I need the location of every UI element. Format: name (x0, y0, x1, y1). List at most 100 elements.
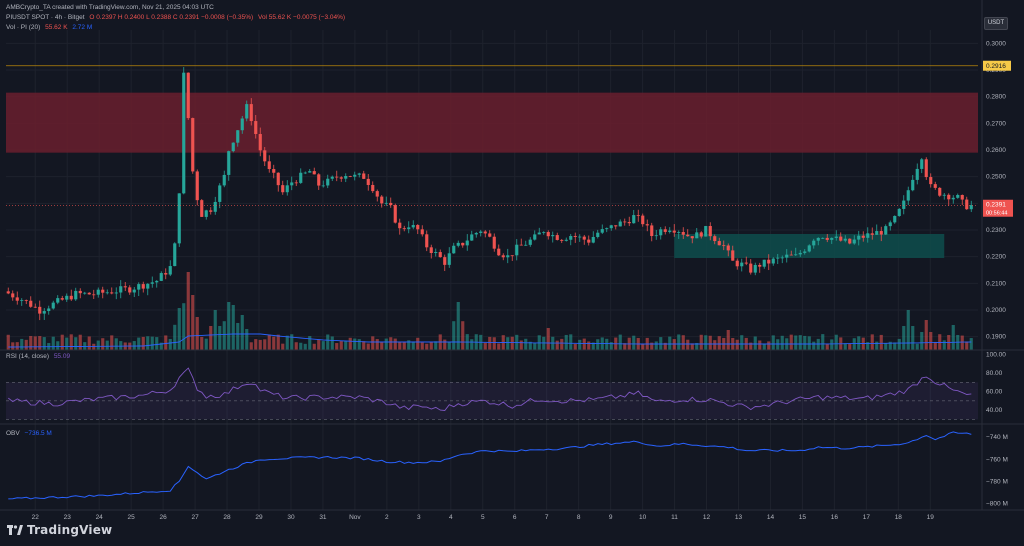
candle (852, 235, 856, 245)
candle-body (560, 239, 564, 241)
obv-pane[interactable] (8, 431, 972, 500)
candle (407, 221, 411, 234)
candle-body (672, 230, 676, 233)
obv-label[interactable]: OBV (6, 430, 20, 437)
candle (69, 289, 73, 301)
candle-body (861, 235, 865, 238)
rsi-label[interactable]: RSI (14, close) (6, 353, 49, 360)
time-tick-label: 8 (577, 514, 581, 521)
candle (645, 219, 649, 232)
candle (164, 268, 168, 280)
volume-bar (366, 343, 370, 350)
time-tick-label: 3 (417, 514, 421, 521)
candle-body (371, 184, 375, 192)
time-tick-label: 2 (385, 514, 389, 521)
candle-body (807, 245, 811, 252)
candle (627, 216, 631, 227)
candle-body (564, 239, 568, 241)
volume-bar (312, 343, 316, 350)
candle (969, 200, 973, 213)
volume-bar (825, 343, 829, 350)
volume-bar (659, 337, 663, 350)
candle (654, 229, 658, 240)
volume-bar (384, 338, 388, 350)
candle (677, 230, 681, 239)
vol-indicator-label[interactable]: Vol · PI (20) (6, 24, 41, 31)
volume-bar (209, 326, 213, 350)
candle-body (582, 236, 586, 240)
volume-ma-line (8, 333, 972, 348)
candle (924, 157, 928, 180)
volume-bar (632, 335, 636, 350)
candle (591, 231, 595, 244)
candle-body (938, 187, 942, 196)
time-tick-label: 16 (831, 514, 839, 521)
volume-bar (897, 338, 901, 350)
candle-body (875, 231, 879, 235)
rsi-tick-label: 60.00 (986, 389, 1003, 396)
candle-body (695, 232, 699, 239)
candle (137, 282, 141, 296)
volume-bar (920, 332, 924, 350)
volume-bar (407, 340, 411, 350)
candle (605, 227, 609, 233)
candle (96, 287, 100, 298)
candle-body (362, 173, 366, 179)
candle (353, 171, 357, 181)
candle (344, 173, 348, 183)
candle-body (920, 159, 924, 169)
candle (474, 231, 478, 238)
candle (146, 283, 150, 296)
tradingview-watermark: TradingView (7, 523, 112, 537)
candle-body (438, 252, 442, 258)
volume-bar (605, 338, 609, 350)
candle-body (600, 229, 604, 233)
candle (596, 229, 600, 239)
candle-body (951, 197, 955, 200)
volume-bar (713, 340, 717, 350)
candle-body (87, 292, 91, 295)
candle-body (555, 235, 559, 240)
candle (519, 238, 523, 246)
resistance-tag-label: 0.2916 (986, 63, 1006, 70)
candle-body (956, 195, 960, 198)
candle-body (596, 232, 600, 237)
candle-body (546, 232, 550, 237)
candle (155, 280, 159, 288)
price-tick-label: 0.2300 (986, 227, 1006, 234)
volume-bar (150, 336, 154, 350)
candle-body (290, 182, 294, 186)
candle (915, 163, 919, 185)
candle-body (114, 292, 118, 294)
volume-bar (749, 342, 753, 350)
rsi-line (8, 367, 972, 411)
candle (456, 240, 460, 248)
volume-bar (623, 343, 627, 350)
candle (672, 224, 676, 237)
rsi-pane[interactable] (6, 367, 978, 420)
volume-bar (506, 337, 510, 350)
candle (861, 231, 865, 242)
candle (708, 222, 712, 241)
watermark-text: TradingView (27, 523, 113, 537)
candle-body (398, 222, 402, 229)
candle-body (227, 151, 231, 175)
candle-body (321, 185, 325, 187)
candle-body (893, 215, 897, 223)
candle (848, 238, 852, 245)
candle-body (263, 150, 267, 162)
candle (600, 224, 604, 235)
time-tick-label: 12 (703, 514, 711, 521)
candles[interactable] (6, 67, 978, 321)
candle (461, 242, 465, 248)
volume-bar (924, 320, 928, 350)
symbol-label[interactable]: PIUSDT SPOT · 4h · Bitget (6, 14, 85, 21)
candle (416, 224, 420, 235)
currency-unit-badge[interactable]: USDT (984, 17, 1008, 30)
candle (947, 193, 951, 206)
time-tick-label: 7 (545, 514, 549, 521)
price-tick-label: 0.3000 (986, 40, 1006, 47)
candle (663, 226, 667, 235)
candle-body (78, 290, 82, 294)
